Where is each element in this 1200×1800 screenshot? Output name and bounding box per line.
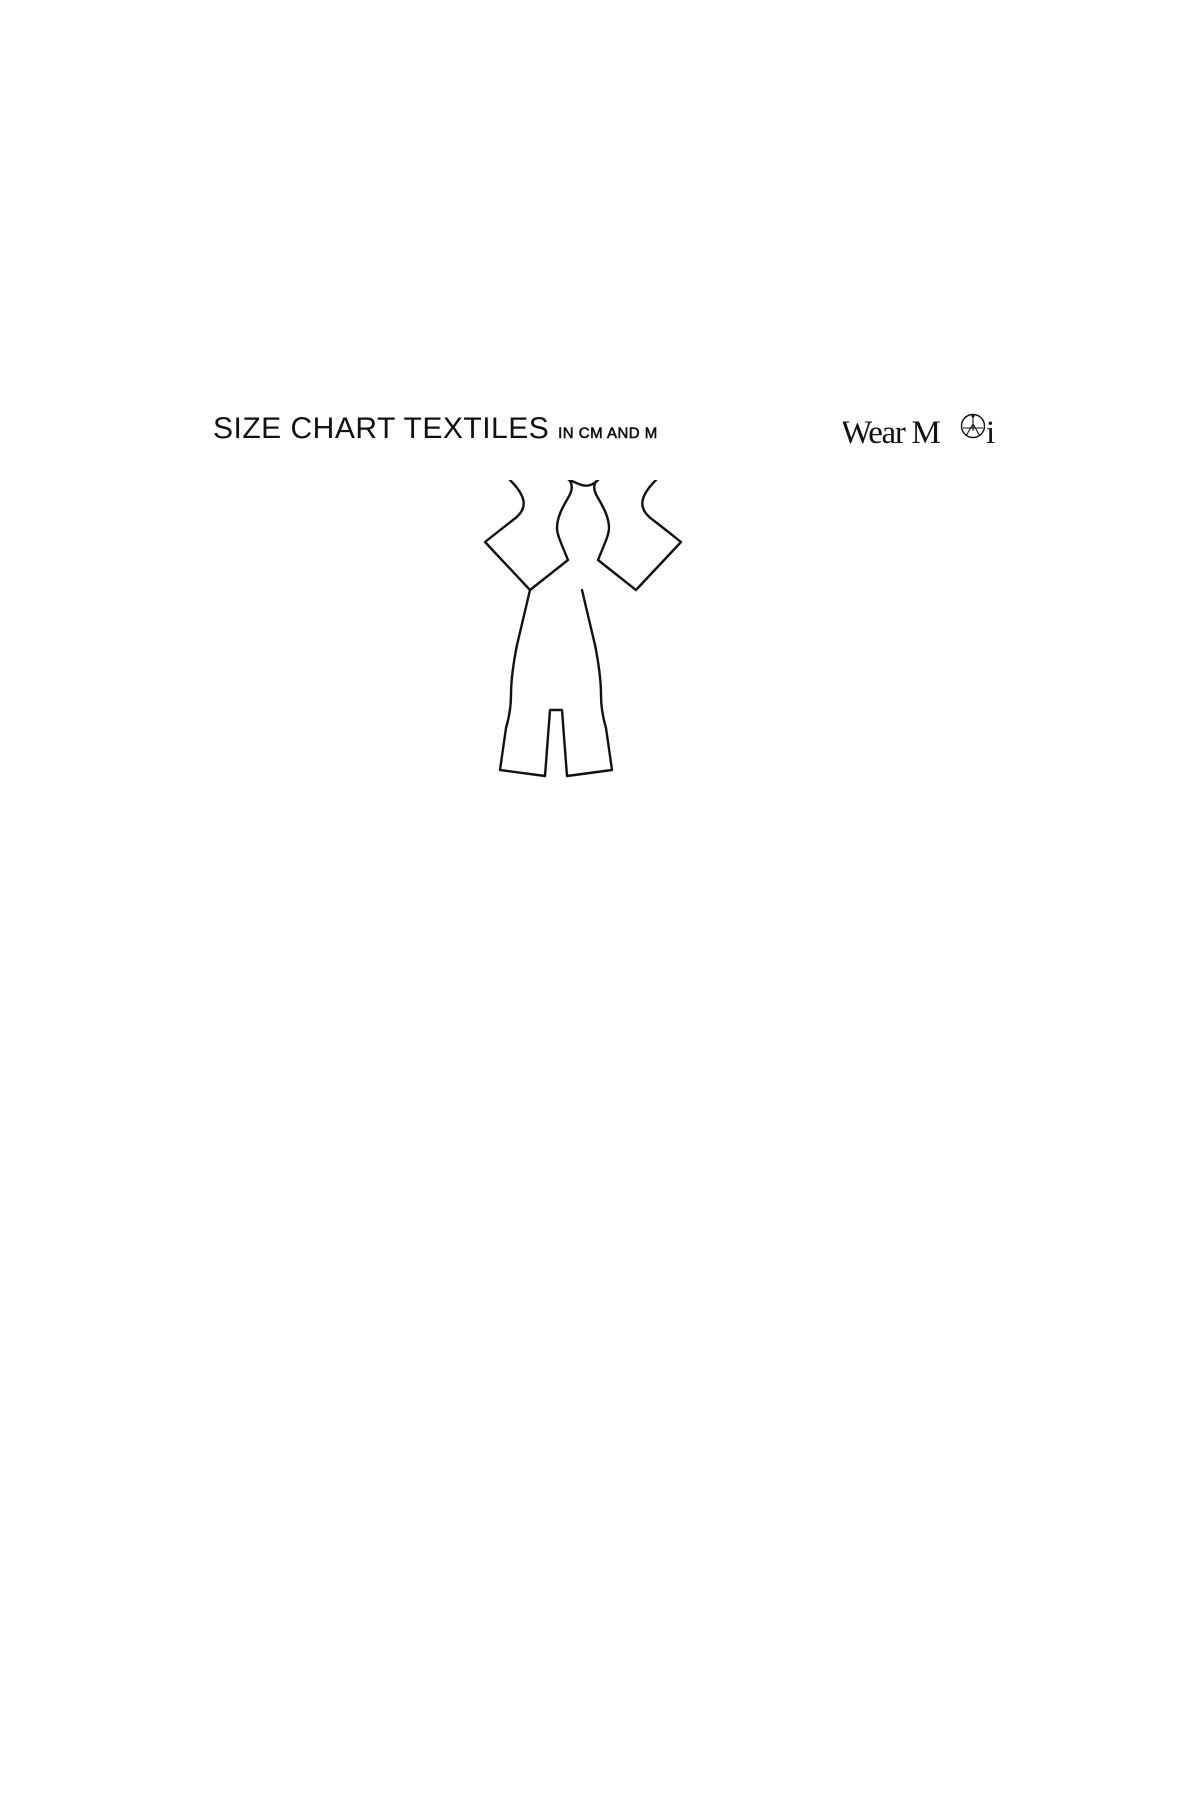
svg-text:Wear M: Wear M	[843, 415, 941, 451]
svg-text:i: i	[986, 415, 995, 451]
